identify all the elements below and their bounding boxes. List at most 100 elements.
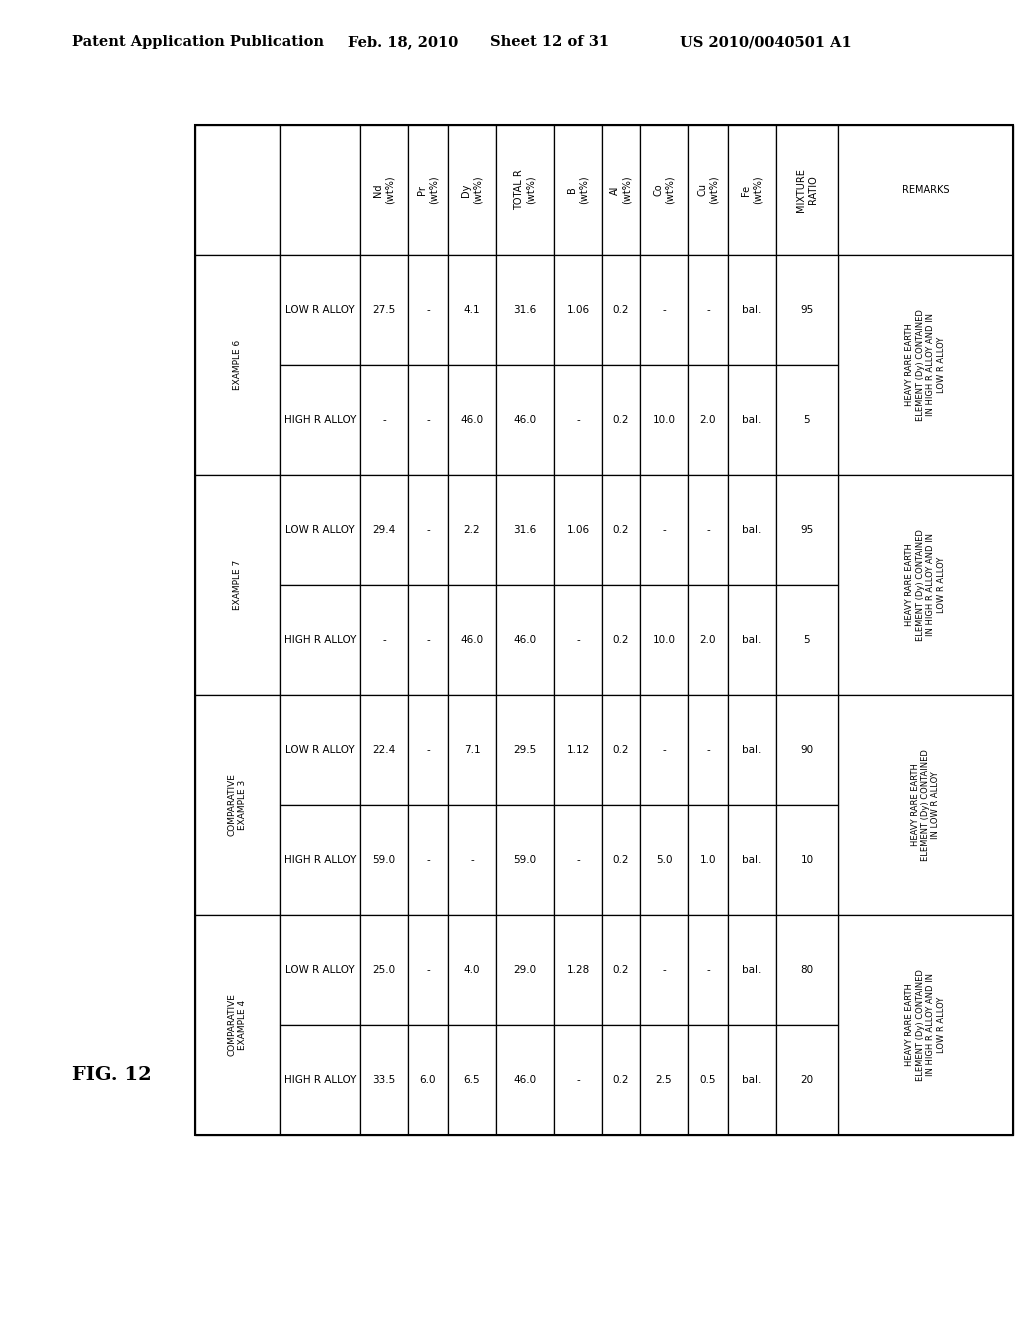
Text: HEAVY RARE EARTH
ELEMENT (Dy) CONTAINED
IN HIGH R ALLOY AND IN
LOW R ALLOY: HEAVY RARE EARTH ELEMENT (Dy) CONTAINED … bbox=[905, 529, 945, 642]
Text: 46.0: 46.0 bbox=[513, 414, 537, 425]
Text: 90: 90 bbox=[801, 744, 813, 755]
Bar bbox=[496, 475, 554, 585]
Text: -: - bbox=[426, 855, 430, 865]
Text: 0.2: 0.2 bbox=[612, 744, 630, 755]
Bar bbox=[640, 125, 688, 255]
Text: LOW R ALLOY: LOW R ALLOY bbox=[286, 965, 354, 975]
Bar bbox=[195, 696, 280, 915]
Bar bbox=[688, 805, 728, 915]
Text: 0.2: 0.2 bbox=[612, 1074, 630, 1085]
Text: 29.4: 29.4 bbox=[373, 525, 395, 535]
Text: 29.0: 29.0 bbox=[513, 965, 537, 975]
Text: 29.5: 29.5 bbox=[513, 744, 537, 755]
Text: Dy
(wt%): Dy (wt%) bbox=[461, 176, 482, 205]
Text: bal.: bal. bbox=[742, 1074, 762, 1085]
Text: B
(wt%): B (wt%) bbox=[567, 176, 589, 205]
Text: 0.2: 0.2 bbox=[612, 305, 630, 315]
Text: HIGH R ALLOY: HIGH R ALLOY bbox=[284, 635, 356, 645]
Text: 95: 95 bbox=[801, 525, 814, 535]
Bar bbox=[496, 696, 554, 805]
Bar bbox=[602, 915, 640, 1026]
Text: bal.: bal. bbox=[742, 525, 762, 535]
Text: -: - bbox=[426, 744, 430, 755]
Bar bbox=[776, 805, 838, 915]
Bar bbox=[449, 805, 496, 915]
Text: HIGH R ALLOY: HIGH R ALLOY bbox=[284, 855, 356, 865]
Bar bbox=[408, 1026, 449, 1135]
Text: TOTAL R
(wt%): TOTAL R (wt%) bbox=[514, 170, 536, 210]
Text: bal.: bal. bbox=[742, 855, 762, 865]
Bar bbox=[688, 585, 728, 696]
Text: 0.5: 0.5 bbox=[699, 1074, 716, 1085]
Text: 2.0: 2.0 bbox=[699, 635, 716, 645]
Text: -: - bbox=[577, 855, 580, 865]
Bar bbox=[360, 1026, 408, 1135]
Bar bbox=[602, 366, 640, 475]
Text: -: - bbox=[663, 305, 666, 315]
Text: -: - bbox=[663, 965, 666, 975]
Text: -: - bbox=[577, 414, 580, 425]
Text: HIGH R ALLOY: HIGH R ALLOY bbox=[284, 414, 356, 425]
Bar bbox=[688, 696, 728, 805]
Text: Al
(wt%): Al (wt%) bbox=[610, 176, 632, 205]
Text: 2.5: 2.5 bbox=[655, 1074, 673, 1085]
Bar bbox=[195, 915, 280, 1135]
Text: -: - bbox=[663, 525, 666, 535]
Bar bbox=[688, 366, 728, 475]
Bar bbox=[496, 805, 554, 915]
Bar bbox=[408, 915, 449, 1026]
Text: 46.0: 46.0 bbox=[461, 635, 483, 645]
Bar bbox=[496, 915, 554, 1026]
Text: 6.0: 6.0 bbox=[420, 1074, 436, 1085]
Text: 0.2: 0.2 bbox=[612, 414, 630, 425]
Bar bbox=[449, 125, 496, 255]
Bar bbox=[449, 1026, 496, 1135]
Bar bbox=[602, 585, 640, 696]
Text: 7.1: 7.1 bbox=[464, 744, 480, 755]
Text: -: - bbox=[426, 965, 430, 975]
Bar bbox=[554, 915, 602, 1026]
Bar bbox=[408, 255, 449, 366]
Text: COMPARATIVE
EXAMPLE 3: COMPARATIVE EXAMPLE 3 bbox=[227, 774, 247, 837]
Text: -: - bbox=[426, 305, 430, 315]
Bar bbox=[838, 125, 1013, 255]
Text: Cu
(wt%): Cu (wt%) bbox=[697, 176, 719, 205]
Bar bbox=[688, 1026, 728, 1135]
Bar bbox=[602, 696, 640, 805]
Bar bbox=[554, 585, 602, 696]
Text: EXAMPLE 6: EXAMPLE 6 bbox=[233, 339, 242, 391]
Bar bbox=[195, 125, 1013, 1135]
Text: 27.5: 27.5 bbox=[373, 305, 395, 315]
Text: 80: 80 bbox=[801, 965, 813, 975]
Text: -: - bbox=[426, 525, 430, 535]
Text: 33.5: 33.5 bbox=[373, 1074, 395, 1085]
Bar bbox=[554, 805, 602, 915]
Text: 5.0: 5.0 bbox=[655, 855, 672, 865]
Bar bbox=[496, 125, 554, 255]
Bar bbox=[408, 475, 449, 585]
Text: 0.2: 0.2 bbox=[612, 855, 630, 865]
Text: LOW R ALLOY: LOW R ALLOY bbox=[286, 525, 354, 535]
Text: 95: 95 bbox=[801, 305, 814, 315]
Bar bbox=[496, 366, 554, 475]
Bar bbox=[728, 1026, 776, 1135]
Text: Co
(wt%): Co (wt%) bbox=[653, 176, 675, 205]
Text: COMPARATIVE
EXAMPLE 4: COMPARATIVE EXAMPLE 4 bbox=[227, 994, 247, 1056]
Text: 46.0: 46.0 bbox=[461, 414, 483, 425]
Bar bbox=[776, 696, 838, 805]
Bar bbox=[449, 366, 496, 475]
Text: Patent Application Publication: Patent Application Publication bbox=[72, 36, 324, 49]
Bar bbox=[280, 585, 360, 696]
Text: -: - bbox=[426, 414, 430, 425]
Bar bbox=[602, 805, 640, 915]
Bar bbox=[360, 696, 408, 805]
Bar bbox=[496, 1026, 554, 1135]
Text: -: - bbox=[663, 744, 666, 755]
Bar bbox=[408, 805, 449, 915]
Bar bbox=[408, 585, 449, 696]
Text: 59.0: 59.0 bbox=[513, 855, 537, 865]
Text: FIG. 12: FIG. 12 bbox=[72, 1067, 152, 1084]
Bar bbox=[640, 255, 688, 366]
Text: Pr
(wt%): Pr (wt%) bbox=[417, 176, 439, 205]
Text: -: - bbox=[707, 305, 710, 315]
